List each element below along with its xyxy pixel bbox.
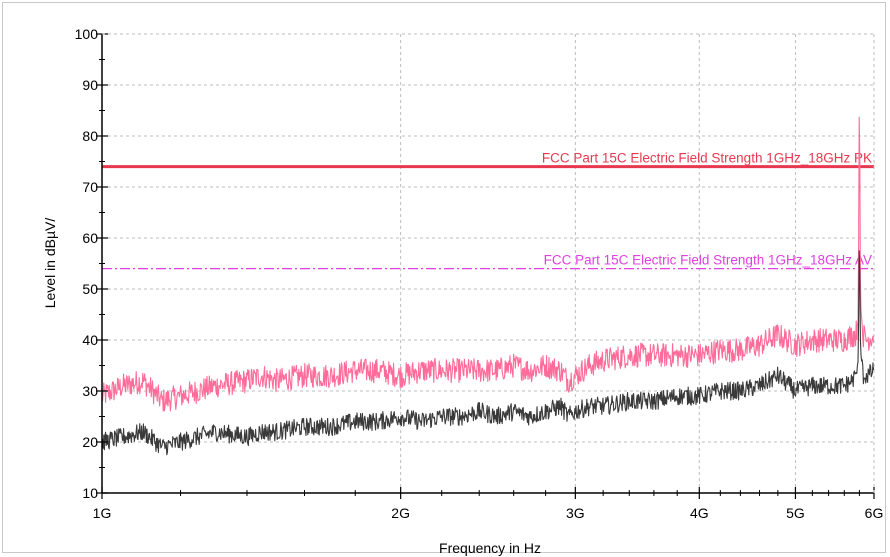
x-tick-label: 4G	[690, 505, 709, 521]
x-tick-label: 1G	[93, 505, 112, 521]
grid-lines	[102, 34, 874, 493]
tick-labels: 10 20 30 40 50 60 70 80 90 100 1G 2G 3G 4G 5G 6G	[75, 26, 884, 521]
series-line	[101, 250, 875, 456]
x-tick-label: 3G	[566, 505, 585, 521]
limit-lines: FCC Part 15C Electric Field Strength 1GH…	[102, 151, 874, 270]
axes	[96, 33, 875, 499]
y-tick-label: 80	[82, 128, 98, 144]
y-tick-label: 60	[82, 230, 98, 246]
y-tick-label: 90	[82, 77, 98, 93]
y-tick-label: 100	[75, 26, 99, 42]
y-tick-label: 10	[82, 485, 98, 501]
x-axis-title: Frequency in Hz	[439, 540, 541, 556]
limit-line-label: FCC Part 15C Electric Field Strength 1GH…	[542, 151, 872, 166]
y-tick-label: 70	[82, 179, 98, 195]
data-series	[101, 116, 875, 456]
y-tick-label: 30	[82, 383, 98, 399]
y-tick-label: 40	[82, 332, 98, 348]
y-tick-label: 20	[82, 434, 98, 450]
x-tick-label: 2G	[391, 505, 410, 521]
x-tick-label: 6G	[865, 505, 884, 521]
series-line	[101, 116, 875, 412]
y-axis-title: Level in dBµV/	[42, 218, 58, 309]
x-tick-label: 5G	[786, 505, 805, 521]
y-tick-label: 50	[82, 281, 98, 297]
limit-line-label: FCC Part 15C Electric Field Strength 1GH…	[544, 253, 872, 268]
